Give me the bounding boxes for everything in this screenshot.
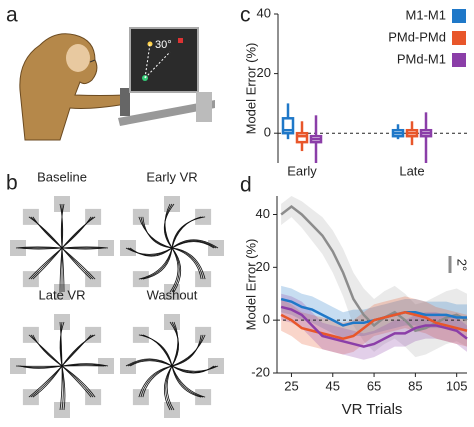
x-tick-label: 25 [284, 378, 298, 393]
trajectory [163, 203, 175, 249]
y-axis-title: Model Error (%) [243, 43, 258, 135]
trajectory [61, 363, 109, 367]
x-tick-label: 65 [367, 378, 381, 393]
trajectory [32, 247, 63, 280]
trajectory [140, 247, 173, 280]
y-tick-label: 40 [257, 5, 271, 20]
trajectory [142, 365, 173, 398]
y-tick-label: 20 [256, 259, 270, 274]
trajectory [19, 247, 63, 250]
trajectory-title: Early VR [146, 169, 197, 184]
box [281, 117, 295, 135]
monkey-illustration [19, 27, 215, 141]
trajectory [30, 247, 63, 280]
trajectory [171, 321, 179, 367]
trajectory [171, 216, 206, 249]
trajectory [142, 216, 173, 249]
line [280, 305, 468, 348]
trajectory [138, 247, 173, 280]
trajectory [30, 216, 63, 249]
x-tick-label: 105 [446, 378, 468, 393]
y-tick-label: 20 [257, 65, 271, 80]
trajectory [61, 246, 109, 249]
x-axis-title: VR Trials [342, 401, 403, 418]
trajectory [171, 247, 206, 280]
trajectory [171, 365, 219, 372]
x-tick-label: 85 [408, 378, 422, 393]
trajectory [142, 247, 173, 280]
trajectory [19, 365, 63, 369]
trajectory [125, 247, 173, 255]
trajectory [32, 216, 63, 249]
trajectory [171, 247, 182, 293]
angle-label: 30° [155, 39, 172, 51]
x-tick-label: Early [287, 163, 317, 178]
trajectory-title: Late VR [39, 287, 86, 302]
trajectory [61, 216, 96, 249]
trajectory [129, 247, 173, 257]
y-tick-label: 40 [256, 206, 270, 221]
legend-label: PMd-M1 [397, 51, 446, 66]
legend-label: PMd-PMd [388, 29, 446, 44]
trajectory [171, 365, 206, 398]
panel-label: b [6, 172, 18, 195]
trajectory [171, 334, 206, 367]
panel-label: d [240, 174, 252, 197]
legend-label: M1-M1 [406, 7, 446, 22]
trajectory [61, 334, 96, 367]
trajectory [28, 365, 63, 398]
trajectory [61, 247, 65, 293]
box [295, 131, 309, 144]
legend-swatch [452, 53, 466, 67]
panel-label: c [240, 4, 251, 27]
x-tick-label: 45 [326, 378, 340, 393]
y-tick-label: 0 [264, 125, 271, 140]
trajectory [142, 334, 173, 367]
trajectory [32, 365, 63, 398]
trajectory [140, 216, 173, 249]
trajectory [61, 247, 96, 280]
trajectory [60, 203, 65, 249]
trajectory [61, 247, 94, 280]
trajectory-title: Baseline [37, 169, 87, 184]
y-axis-title: Model Error (%) [243, 239, 258, 331]
trajectory [169, 247, 179, 293]
x-tick-label: Late [399, 163, 424, 178]
error-band [281, 293, 467, 360]
line [280, 310, 468, 340]
trajectory [129, 360, 173, 367]
legend-swatch [452, 9, 466, 23]
y-tick-label: -20 [251, 364, 270, 379]
trajectory [127, 247, 173, 256]
legend-swatch [452, 31, 466, 45]
scale-label: 2° [455, 259, 470, 271]
trajectory [171, 247, 204, 280]
trajectory [61, 365, 96, 398]
trajectory-title: Washout [147, 287, 198, 302]
trajectory [166, 365, 175, 411]
trajectory [61, 365, 66, 411]
trajectory [171, 239, 219, 249]
panel-label: a [6, 4, 18, 27]
trajectory [32, 334, 63, 367]
error-band [281, 285, 467, 339]
trajectory-plots: Baseline Early VR Late VR Washout [10, 169, 224, 418]
y-tick-label: 0 [263, 312, 270, 327]
trajectory [59, 321, 65, 367]
trajectory [171, 247, 180, 293]
